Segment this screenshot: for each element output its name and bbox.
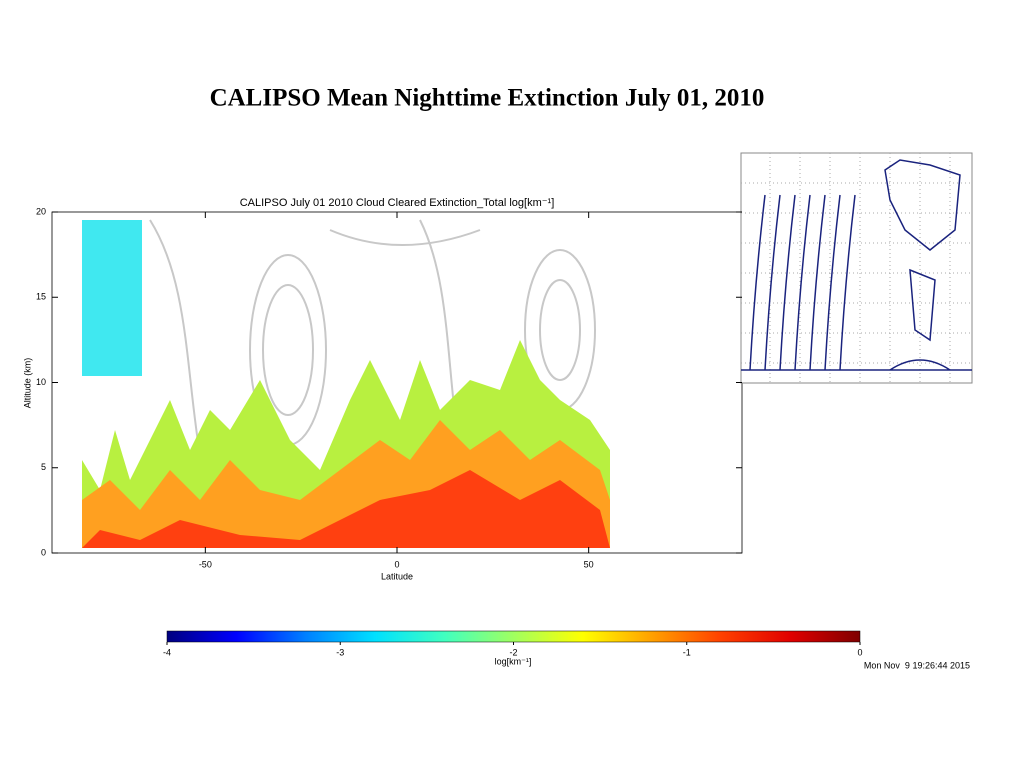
timestamp: Mon Nov 9 19:26:44 2015 bbox=[864, 660, 970, 670]
colorbar-tick-label: -3 bbox=[336, 647, 344, 657]
colorbar-label: log[km⁻¹] bbox=[495, 656, 532, 666]
y-tick-label: 20 bbox=[36, 206, 46, 216]
y-axis-label: Altitude (km) bbox=[22, 358, 32, 409]
colorbar-fill bbox=[166, 630, 861, 643]
colorbar-tick-label: -2 bbox=[509, 647, 517, 657]
colorbar: -4 -3 -2 -1 0 bbox=[163, 630, 863, 657]
colorbar-tick-label: 0 bbox=[857, 647, 862, 657]
map-inset bbox=[740, 152, 973, 384]
curtain-decoration bbox=[82, 219, 610, 548]
y-tick-label: 10 bbox=[36, 377, 46, 387]
x-axis-label: Latitude bbox=[381, 571, 413, 581]
y-tick-label: 15 bbox=[36, 292, 46, 302]
colorbar-tick-label: -1 bbox=[683, 647, 691, 657]
x-tick-label: 50 bbox=[584, 559, 594, 569]
colorbar-tick-label: -4 bbox=[163, 647, 171, 657]
x-tick-label: 0 bbox=[394, 559, 399, 569]
x-tick-label: -50 bbox=[199, 559, 212, 569]
page-title: CALIPSO Mean Nighttime Extinction July 0… bbox=[210, 85, 765, 112]
y-tick-label: 0 bbox=[41, 547, 46, 557]
y-tick-label: 5 bbox=[41, 462, 46, 472]
plot-title: CALIPSO July 01 2010 Cloud Cleared Extin… bbox=[240, 197, 555, 209]
